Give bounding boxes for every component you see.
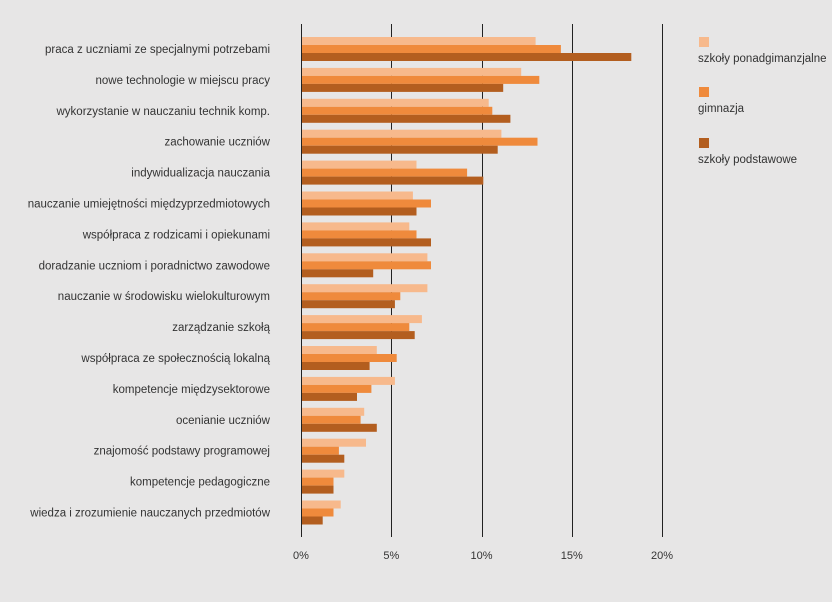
bar-3-1 (302, 53, 632, 61)
bar-1-4 (302, 129, 502, 138)
bar-3-9 (302, 300, 395, 309)
bar-2-15 (302, 477, 334, 486)
bar-1-14 (302, 438, 366, 447)
bar-3-8 (302, 269, 374, 278)
bar-1-16 (302, 500, 341, 509)
category-label: nauczanie umiejętności międzyprzedmiotow… (28, 199, 270, 211)
bar-1-3 (302, 98, 489, 107)
category-label: współpraca z rodzicami i opiekunami (82, 229, 270, 241)
legend-swatch-1 (699, 37, 709, 47)
bar-2-14 (302, 446, 339, 455)
bar-2-5 (302, 168, 468, 177)
bar-2-8 (302, 261, 431, 270)
bar-1-7 (302, 222, 410, 231)
bar-3-3 (302, 114, 511, 123)
category-labels: praca z uczniami ze specjalnymi potrzeba… (28, 44, 271, 520)
legend-label-2: gimnazja (698, 103, 745, 115)
category-label: kompetencje międzysektorowe (113, 384, 270, 396)
category-label: znajomość podstawy programowej (94, 446, 270, 458)
legend-label-3: szkoły podstawowe (698, 154, 797, 166)
bar-3-11 (302, 362, 370, 370)
bar-3-6 (302, 207, 417, 216)
bar-1-13 (302, 407, 365, 416)
x-tick-label: 10% (470, 550, 492, 562)
x-tick-label: 5% (383, 550, 399, 562)
bar-2-11 (302, 354, 397, 362)
bar-1-9 (302, 284, 428, 293)
bar-2-12 (302, 384, 372, 393)
legend-swatch-3 (699, 138, 709, 148)
category-label: doradzanie uczniom i poradnictwo zawodow… (39, 260, 270, 272)
bar-2-16 (302, 508, 334, 517)
category-label: wiedza i zrozumienie nauczanych przedmio… (29, 508, 270, 520)
bar-3-14 (302, 454, 345, 463)
bar-3-2 (302, 83, 504, 92)
legend-swatch-2 (699, 87, 709, 97)
bar-2-10 (302, 323, 410, 332)
bar-3-16 (302, 516, 323, 525)
x-tick-label: 20% (651, 550, 673, 562)
bar-2-6 (302, 199, 431, 208)
category-label: praca z uczniami ze specjalnymi potrzeba… (45, 44, 270, 56)
bar-2-3 (302, 106, 493, 115)
bar-3-7 (302, 238, 431, 247)
category-label: nauczanie w środowisku wielokulturowym (58, 291, 270, 303)
category-label: zarządzanie szkołą (172, 322, 270, 334)
bar-2-1 (302, 45, 561, 53)
bar-1-12 (302, 376, 395, 385)
category-label: nowe technologie w miejscu pracy (95, 75, 270, 87)
bar-1-15 (302, 469, 345, 478)
bar-3-12 (302, 392, 357, 401)
bar-3-13 (302, 423, 377, 432)
x-tick-label: 0% (293, 550, 309, 562)
bar-3-5 (302, 176, 484, 185)
bar-1-11 (302, 346, 377, 354)
bar-2-4 (302, 137, 538, 146)
bar-2-13 (302, 415, 361, 424)
bar-2-7 (302, 230, 417, 239)
legend-label-1: szkoły ponadgimanzjalne (698, 53, 827, 65)
bar-1-5 (302, 160, 417, 169)
bar-1-10 (302, 315, 422, 324)
bar-1-1 (302, 37, 536, 45)
bar-1-8 (302, 253, 428, 262)
category-label: współpraca ze społecznością lokalną (80, 353, 270, 365)
bars (302, 37, 632, 525)
x-tick-labels: 0% 5% 10% 15% 20% (293, 550, 673, 562)
bar-1-2 (302, 67, 522, 76)
category-label: wykorzystanie w nauczaniu technik komp. (56, 106, 271, 118)
category-label: indywidualizacja nauczania (131, 168, 270, 180)
bar-3-10 (302, 331, 415, 340)
bar-3-4 (302, 145, 498, 154)
category-label: ocenianie uczniów (176, 415, 271, 427)
category-label: zachowanie uczniów (165, 137, 271, 149)
x-tick-label: 15% (561, 550, 583, 562)
bar-1-6 (302, 191, 413, 200)
bar-3-15 (302, 485, 334, 494)
category-label: kompetencje pedagogiczne (130, 477, 270, 489)
bar-2-9 (302, 292, 401, 301)
legend: szkoły ponadgimanzjalne gimnazja szkoły po… (698, 37, 827, 166)
bar-2-2 (302, 75, 540, 84)
